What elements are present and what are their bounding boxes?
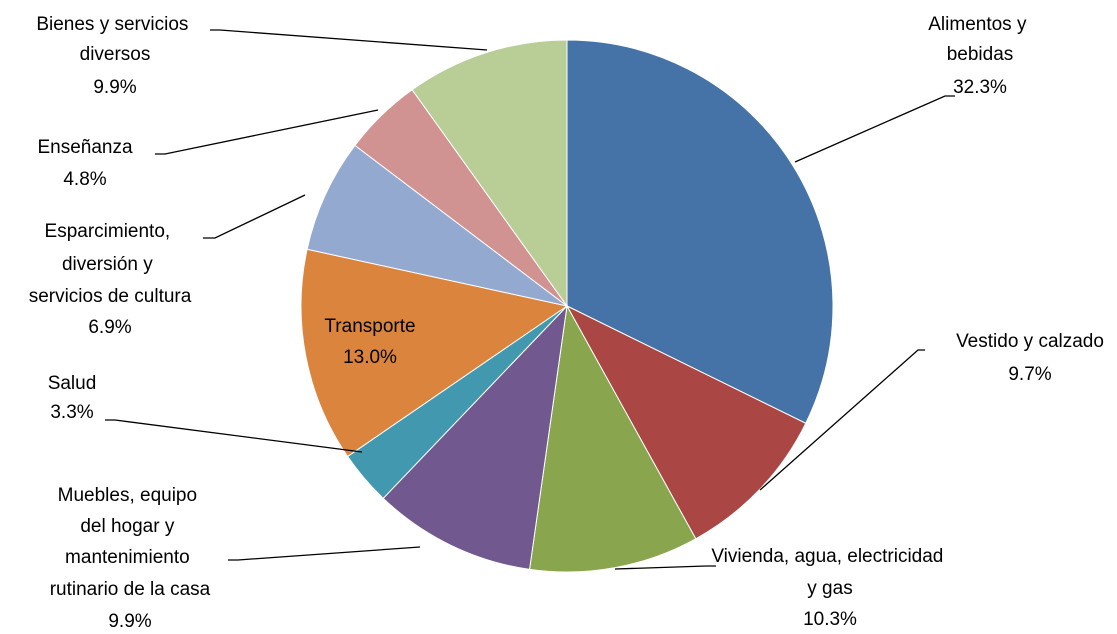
pie-slice xyxy=(300,248,569,458)
label-line: Alimentos y xyxy=(928,14,1031,35)
leader-line xyxy=(203,194,306,239)
slice-label: Bienes y servicios diversos xyxy=(36,14,193,65)
label-line: del hogar y xyxy=(80,516,179,537)
slice-label: Transporte xyxy=(324,316,415,337)
slice-value-label: 10.3% xyxy=(803,609,857,630)
pie-slice xyxy=(411,39,568,308)
slice-value-label: 4.8% xyxy=(63,169,106,190)
label-line: servicios de cultura xyxy=(29,286,192,307)
slice-label: Alimentos y bebidas xyxy=(928,14,1031,65)
slice-label: Muebles, equipo del hogar y mantenimient… xyxy=(50,485,211,600)
label-line: Esparcimiento, xyxy=(45,221,176,242)
leader-line xyxy=(614,565,716,570)
label-line: Bienes y servicios xyxy=(36,14,193,35)
label-line: bebidas xyxy=(947,44,1014,65)
pie-slice xyxy=(566,39,834,424)
slice-label: Vivienda, agua, electricidad y gas xyxy=(711,546,948,599)
label-line: Salud xyxy=(48,373,97,394)
pie-slice xyxy=(382,304,568,570)
label-line: Muebles, equipo xyxy=(58,485,203,506)
label-line: rutinario de la casa xyxy=(50,579,211,600)
label-line: mantenimiento xyxy=(65,547,195,568)
slice-label: Enseñanza xyxy=(37,137,133,158)
label-line: Vestido y calzado xyxy=(956,331,1104,352)
label-line: diversos xyxy=(80,44,151,65)
leader-line xyxy=(105,419,363,453)
slice-value-label: 9.7% xyxy=(1008,364,1051,385)
leader-line xyxy=(759,349,925,491)
label-line: Enseñanza xyxy=(37,137,133,158)
slice-value-label: 3.3% xyxy=(50,402,93,423)
slice-label: Esparcimiento, diversión y servicios de … xyxy=(29,221,192,307)
slice-value-label: 32.3% xyxy=(953,77,1007,98)
pie-slice xyxy=(565,304,807,540)
pie-slice xyxy=(306,144,568,307)
slice-value-label: 9.9% xyxy=(108,611,151,632)
slice-label: Salud xyxy=(48,373,97,394)
slice-label: Vestido y calzado xyxy=(956,331,1104,352)
label-line: Transporte xyxy=(324,316,415,337)
slice-value-label: 6.9% xyxy=(88,317,131,338)
leader-line xyxy=(210,29,488,51)
label-line: diversión y xyxy=(62,254,158,275)
leader-line xyxy=(155,109,379,155)
leader-line xyxy=(794,95,955,163)
label-line: y gas xyxy=(807,578,852,599)
slice-value-label: 9.9% xyxy=(93,77,136,98)
slice-value-label: 13.0% xyxy=(343,347,397,368)
leader-line xyxy=(228,546,421,561)
pie-slice xyxy=(528,304,697,573)
label-line: Vivienda, agua, electricidad xyxy=(711,546,948,567)
